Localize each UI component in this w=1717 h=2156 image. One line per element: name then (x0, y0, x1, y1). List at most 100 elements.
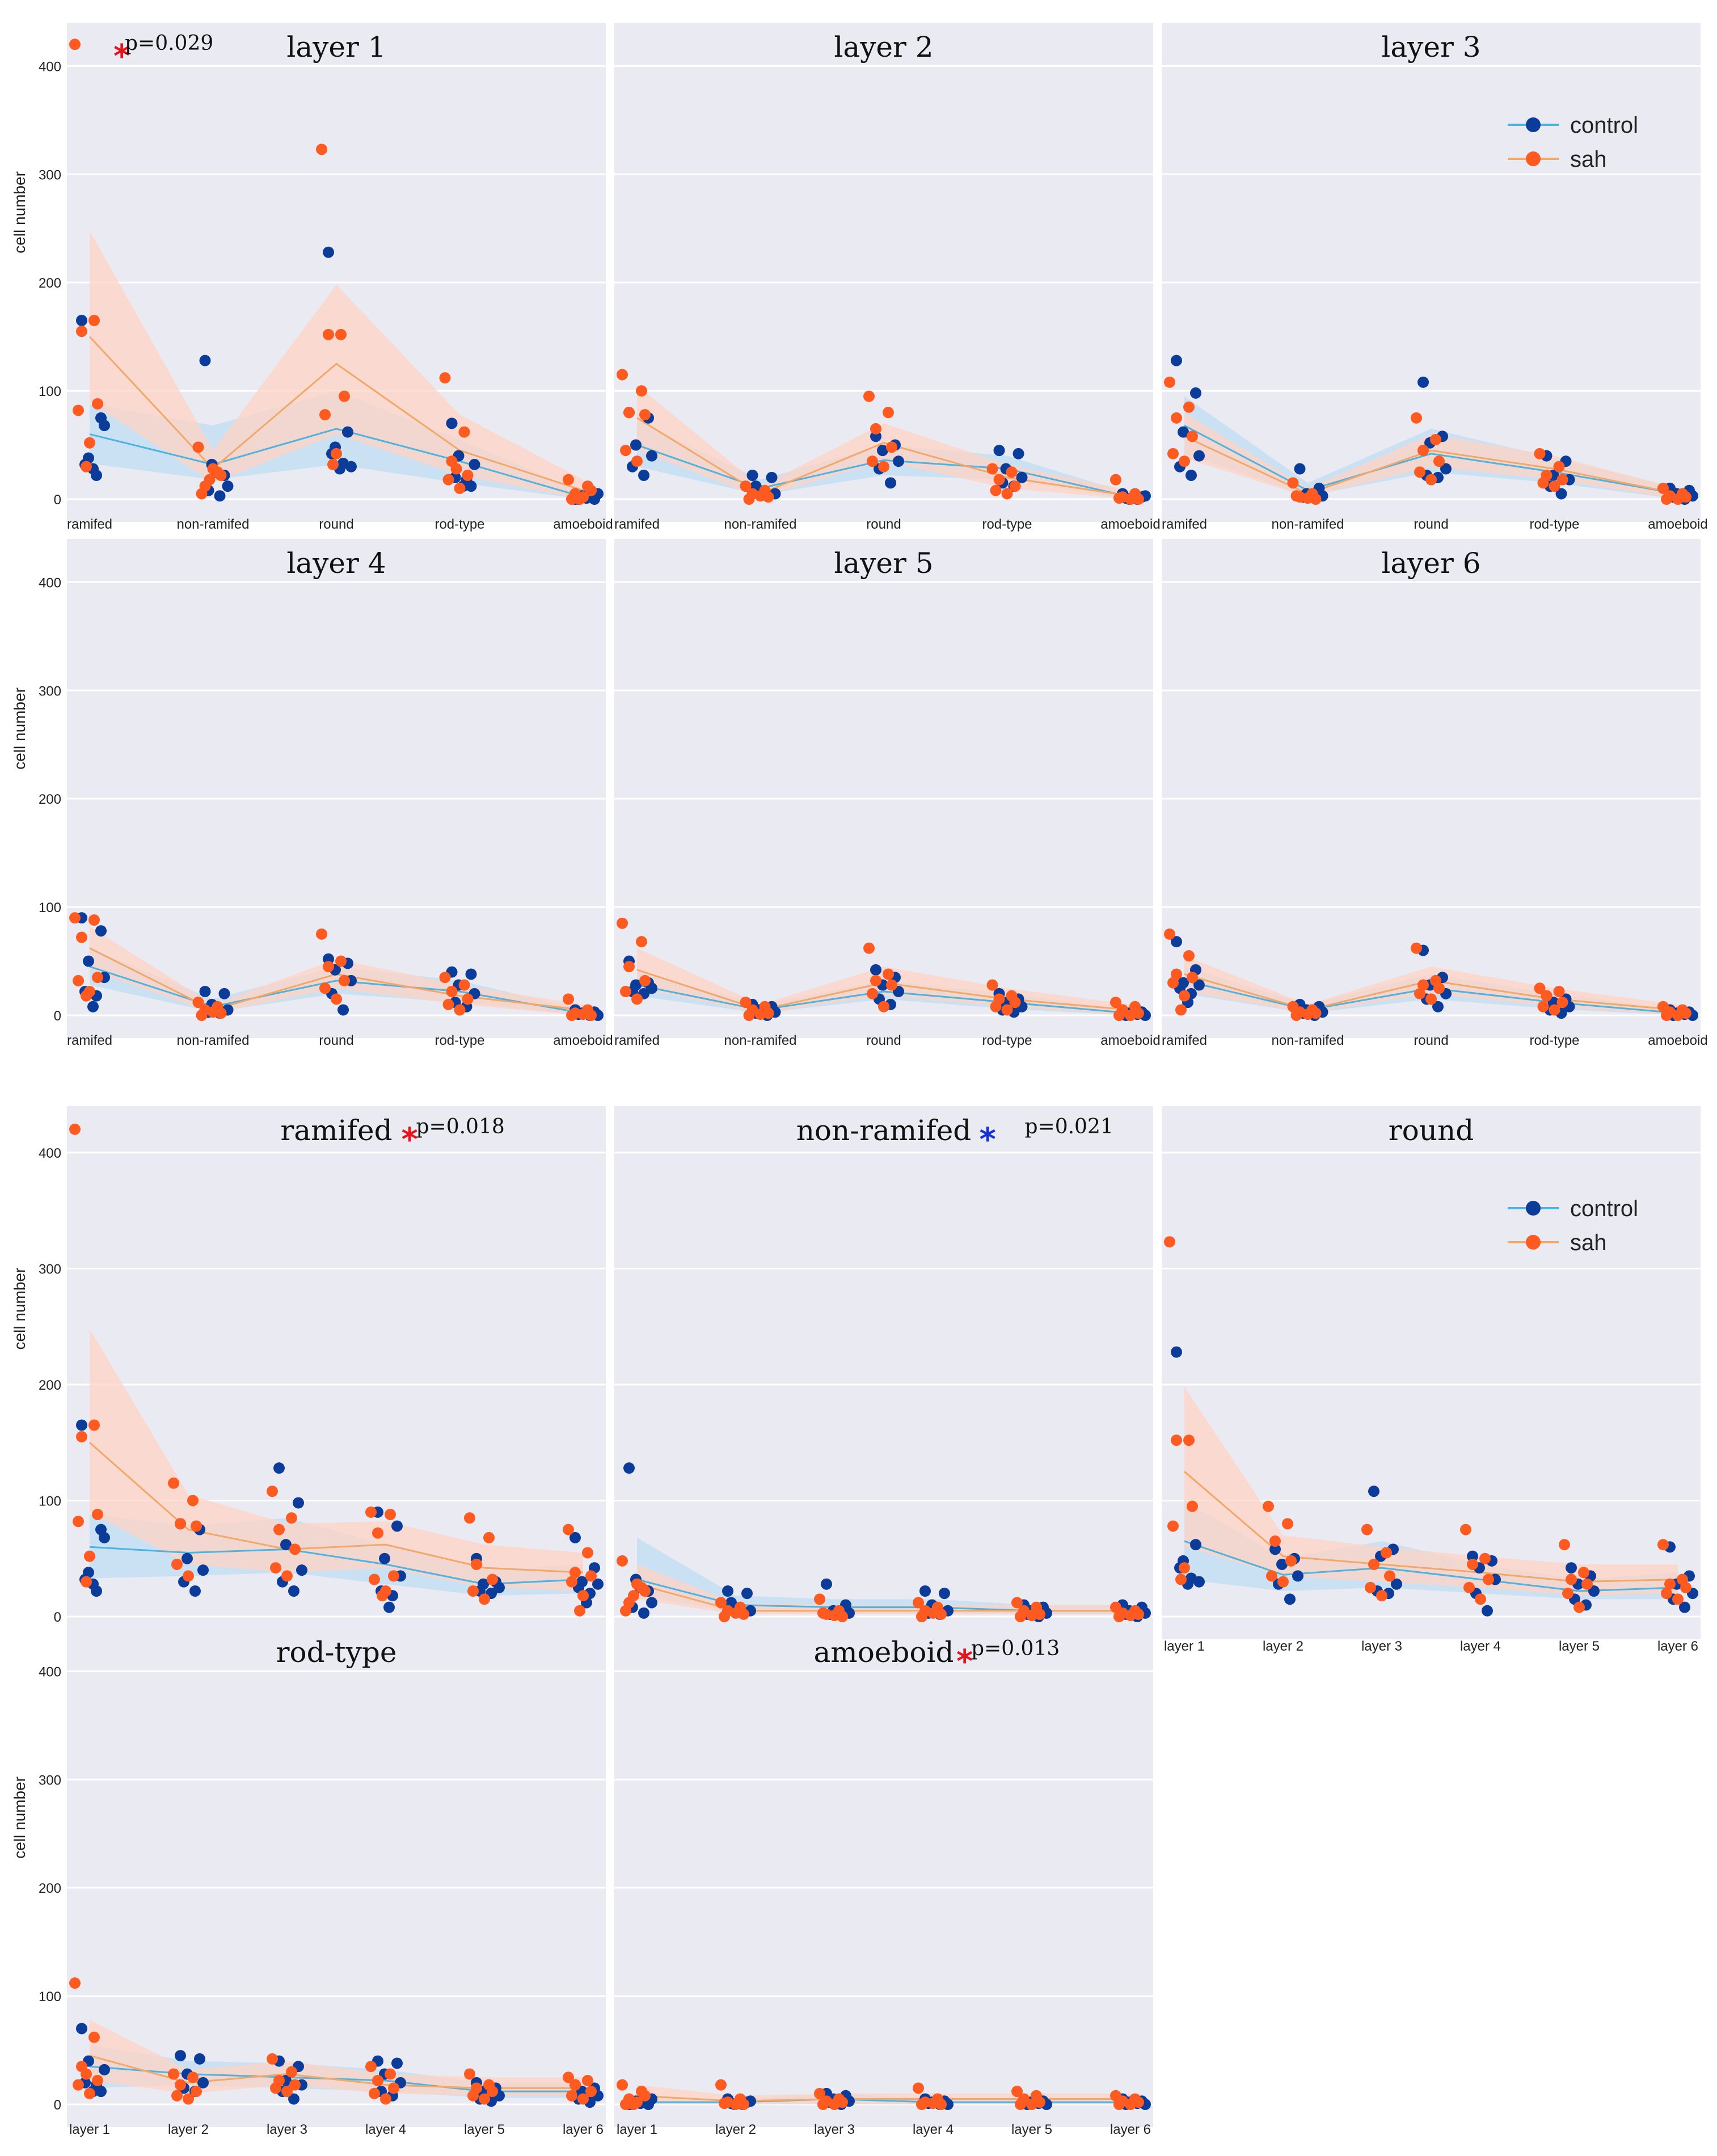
data-point-sah (870, 974, 881, 986)
data-point-control (296, 1564, 307, 1576)
data-point-sah (617, 1555, 628, 1567)
data-point-sah (1414, 988, 1425, 999)
data-point-sah (1430, 434, 1441, 445)
data-point-control (288, 1585, 299, 1597)
data-point-sah (175, 1518, 186, 1530)
data-point-sah (1001, 1004, 1013, 1016)
significance-star: * (402, 1121, 418, 1158)
data-point-control (83, 955, 94, 967)
data-point-sah (886, 979, 897, 991)
data-point-sah (1672, 493, 1684, 505)
data-point-sah (582, 2075, 593, 2086)
data-point-sah (719, 2098, 730, 2109)
legend-marker-sah (1526, 1235, 1541, 1250)
data-point-sah (81, 2068, 92, 2080)
data-point-sah (483, 1531, 495, 1543)
data-point-control (197, 1564, 209, 1576)
data-point-sah (878, 1001, 889, 1012)
data-point-control (1193, 450, 1205, 462)
x-tick-label: non-ramifed (724, 1033, 796, 1048)
data-point-sah (316, 144, 327, 155)
panel-title: layer 5 (834, 547, 933, 580)
chart-panel-layer-3: ramifed non-ramifed round rod-type amoeboid l… (1162, 23, 1708, 532)
data-point-sah (927, 1607, 939, 1619)
data-point-sah (462, 470, 474, 481)
mean-line-sah (1184, 1471, 1678, 1583)
data-point-control (288, 2093, 299, 2105)
data-point-sah (829, 2099, 840, 2110)
x-tick-label: non-ramifed (176, 1033, 249, 1048)
data-point-sah (442, 474, 454, 486)
data-point-sah (620, 2099, 631, 2110)
data-point-sah (84, 2087, 95, 2099)
data-point-sah (323, 961, 334, 973)
data-point-sah (1534, 982, 1546, 994)
data-point-sah (319, 409, 331, 421)
data-point-sah (458, 979, 470, 991)
data-point-sah (1534, 448, 1546, 459)
data-point-sah (1559, 1539, 1570, 1551)
data-point-sah (1290, 1010, 1302, 1021)
data-point-sah (76, 1431, 87, 1442)
x-tick-label: amoeboid (1648, 1033, 1707, 1048)
data-point-control (379, 1552, 390, 1564)
data-point-sah (566, 2090, 577, 2102)
data-point-sah (1411, 942, 1422, 954)
chart-panel-amoeboid: layer 1 layer 2 layer 3 layer 4 layer 5 layer… (614, 1628, 1153, 2137)
data-point-sah (1187, 1500, 1198, 1512)
data-point-control (273, 1462, 285, 1474)
data-point-sah (462, 993, 474, 1005)
x-tick-label: amoeboid (1648, 517, 1707, 532)
data-point-sah (1463, 1581, 1475, 1593)
x-tick-label: round (866, 517, 901, 532)
panel-title: layer 2 (834, 31, 933, 64)
x-tick-label: layer 5 (1011, 2122, 1052, 2137)
data-point-sah (207, 1006, 219, 1018)
data-point-sah (69, 912, 81, 924)
data-point-sah (215, 470, 227, 481)
x-tick-label: layer 3 (267, 2122, 307, 2137)
chart-panel-layer-5: ramifed non-ramifed round rod-type amoeboid l… (614, 539, 1161, 1048)
mean-line-sah (88, 336, 584, 492)
data-point-sah (267, 2053, 278, 2065)
data-point-sah (1661, 1010, 1672, 1021)
chart-panel-layer-4: 0 100 200 300 400 ramifed non-ramifed round rod-… (11, 539, 613, 1048)
data-point-sah (191, 2086, 202, 2098)
data-point-sah (73, 404, 84, 416)
x-tick-label: amoeboid (553, 1033, 613, 1048)
band-sah (1184, 1387, 1678, 1596)
data-point-control (293, 1497, 304, 1509)
data-point-control (870, 964, 881, 976)
data-point-sah (986, 463, 998, 475)
data-point-control (1171, 355, 1182, 366)
x-tick-label: rod-type (1529, 1033, 1579, 1048)
data-point-sah (986, 979, 998, 991)
data-point-sah (1183, 401, 1195, 413)
data-point-sah (1537, 477, 1549, 489)
data-point-sah (883, 968, 894, 980)
x-tick-label: ramifed (67, 1033, 112, 1048)
x-tick-label: round (1414, 1033, 1448, 1048)
data-point-control (1284, 1593, 1296, 1605)
data-point-control (493, 1581, 505, 1593)
chart-panel-layer-6: ramifed non-ramifed round rod-type amoeboid l… (1162, 539, 1708, 1048)
data-point-control (391, 2057, 403, 2069)
data-point-sah (631, 1578, 643, 1590)
data-point-sah (715, 1597, 727, 1609)
data-point-control (87, 1001, 99, 1012)
data-point-sah (335, 955, 347, 967)
data-point-sah (289, 1543, 301, 1555)
data-point-control (741, 1588, 753, 1600)
data-point-sah (563, 1524, 574, 1535)
panel-title: layer 4 (286, 547, 386, 580)
data-point-control (1432, 1001, 1444, 1012)
data-point-control (197, 2077, 209, 2089)
data-point-control (592, 1578, 604, 1590)
data-point-sah (365, 2061, 377, 2073)
data-point-sah (639, 974, 651, 986)
data-point-sah (566, 1010, 577, 1021)
chart-panel-layer-2: ramifed non-ramifed round rod-type amoeboid l… (614, 23, 1161, 532)
data-point-sah (191, 1520, 202, 1532)
